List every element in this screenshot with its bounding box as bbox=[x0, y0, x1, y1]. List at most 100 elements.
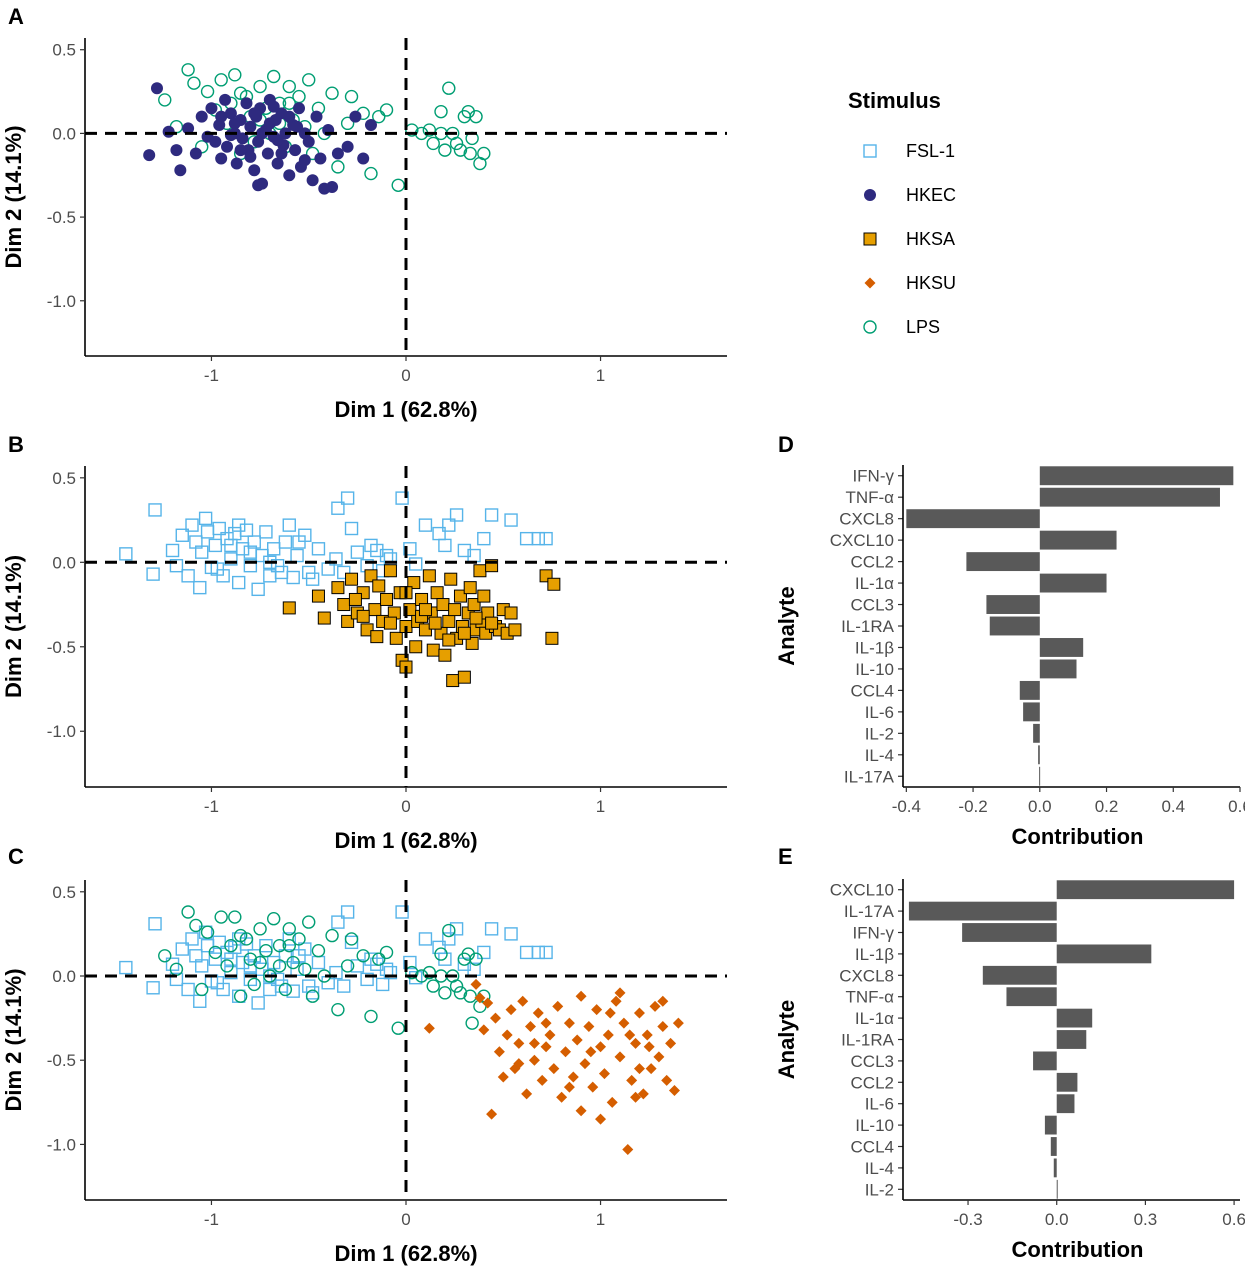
category-label: IL-6 bbox=[865, 703, 894, 722]
x-tick-label: 0 bbox=[401, 1210, 410, 1229]
point-hksu bbox=[478, 1024, 490, 1036]
point-hksa bbox=[444, 572, 458, 586]
point-hksu bbox=[591, 1004, 603, 1016]
point-lpsa bbox=[453, 143, 468, 157]
point-hksa bbox=[463, 581, 477, 595]
x-tick-label: 0.6 bbox=[1222, 1210, 1245, 1229]
point-hksu bbox=[661, 1074, 673, 1086]
point-lpsa bbox=[282, 79, 296, 94]
point-hksa bbox=[465, 636, 479, 650]
legend-title: Stimulus bbox=[848, 88, 941, 113]
point-fsl bbox=[298, 942, 312, 956]
point-fsl bbox=[243, 545, 258, 559]
point-lpsa bbox=[391, 178, 405, 192]
point-lpsa bbox=[340, 116, 355, 131]
point-hksa bbox=[504, 606, 518, 620]
point-hkec bbox=[170, 144, 183, 157]
point-hkec bbox=[275, 147, 288, 160]
point-hkec bbox=[349, 110, 362, 123]
point-hkec bbox=[256, 127, 269, 140]
legend-label-lps: LPS bbox=[906, 317, 940, 337]
bar-11 bbox=[1056, 1094, 1075, 1114]
point-hkec bbox=[271, 134, 284, 147]
point-fsl bbox=[243, 558, 258, 573]
point-hksa bbox=[383, 616, 397, 630]
point-hksu bbox=[517, 995, 529, 1007]
y-tick-label: -0.5 bbox=[47, 638, 76, 657]
point-fsl bbox=[267, 542, 281, 556]
category-label: IL-1β bbox=[855, 945, 894, 964]
point-hksu bbox=[571, 1034, 583, 1046]
point-hkec bbox=[364, 119, 377, 132]
category-label: CXCL8 bbox=[839, 510, 894, 529]
bar-9 bbox=[1033, 1051, 1057, 1071]
point-hksu bbox=[610, 995, 622, 1007]
bar-4 bbox=[1039, 530, 1117, 550]
point-hksu bbox=[501, 1029, 513, 1041]
point-fsl bbox=[212, 521, 226, 536]
point-fsl bbox=[403, 955, 417, 970]
point-fsl bbox=[305, 572, 320, 586]
point-hkec bbox=[248, 164, 261, 177]
point-hksu bbox=[604, 1007, 616, 1019]
point-hkec bbox=[162, 125, 175, 138]
point-hkec bbox=[209, 135, 222, 148]
category-label: CXCL10 bbox=[830, 531, 894, 550]
point-lpsc bbox=[434, 947, 448, 961]
point-lpsa bbox=[200, 84, 215, 99]
legend: Stimulus FSL-1 HKEC HKSA HKSU LPS bbox=[848, 88, 956, 337]
point-lpsc bbox=[224, 938, 238, 953]
x-axis-title: Dim 1 (62.8%) bbox=[334, 828, 477, 853]
point-fsl bbox=[484, 922, 499, 936]
point-lpsc bbox=[344, 932, 359, 946]
point-lpsc bbox=[438, 986, 452, 1000]
category-label: IL-4 bbox=[865, 746, 894, 765]
point-hksu bbox=[653, 1051, 665, 1063]
bar-panel-d: IFN-γ TNF-α CXCL8 CXCL10 CCL2 IL-1α CCL3 IL-1RA… bbox=[774, 465, 1245, 849]
point-hksu bbox=[423, 1022, 435, 1034]
point-fsl bbox=[539, 531, 553, 546]
point-lpsa bbox=[302, 73, 316, 87]
bar-10 bbox=[1039, 659, 1077, 679]
point-hksa bbox=[356, 609, 370, 623]
x-axis-title: Dim 1 (62.8%) bbox=[334, 397, 477, 422]
point-hkec bbox=[174, 164, 187, 177]
bar-1 bbox=[1039, 466, 1234, 486]
point-hksu bbox=[657, 995, 669, 1007]
category-label: IL-17A bbox=[844, 767, 895, 786]
point-hkec bbox=[230, 157, 243, 170]
point-hksa bbox=[389, 631, 403, 645]
x-tick-label: -1 bbox=[204, 1210, 219, 1229]
y-tick-label: 0.0 bbox=[52, 124, 76, 143]
y-tick-label: 0.0 bbox=[52, 967, 76, 986]
point-fsl bbox=[185, 932, 199, 946]
point-hksa bbox=[331, 581, 345, 595]
y-tick-label: -0.5 bbox=[47, 1051, 76, 1070]
point-hksa bbox=[430, 586, 444, 600]
x-tick-label: 0 bbox=[401, 366, 410, 385]
point-fsl bbox=[243, 959, 258, 973]
point-hksu bbox=[649, 1000, 661, 1012]
y-axis-title: Analyte bbox=[774, 586, 799, 665]
point-fsl bbox=[247, 535, 261, 549]
point-hksu bbox=[641, 1029, 653, 1041]
point-fsl bbox=[519, 945, 534, 960]
point-hkec bbox=[215, 152, 228, 165]
category-label: IL-2 bbox=[865, 1180, 894, 1199]
point-lpsc bbox=[340, 959, 355, 973]
point-fsl bbox=[350, 959, 365, 973]
category-label: CXCL10 bbox=[830, 881, 894, 900]
point-hkec bbox=[189, 147, 202, 160]
point-fsl bbox=[195, 545, 209, 559]
y-tick-label: 0.5 bbox=[52, 41, 76, 60]
category-label: CCL4 bbox=[851, 1138, 894, 1157]
point-fsl bbox=[311, 542, 326, 556]
legend-key-fsl1 bbox=[863, 144, 877, 158]
point-lpsc bbox=[220, 959, 234, 973]
point-fsl bbox=[457, 543, 472, 558]
panel-label-e: E bbox=[778, 844, 793, 869]
bar-13 bbox=[1033, 723, 1040, 743]
point-hksa bbox=[457, 670, 471, 684]
point-hksa bbox=[407, 576, 421, 590]
point-hkec bbox=[263, 117, 276, 130]
